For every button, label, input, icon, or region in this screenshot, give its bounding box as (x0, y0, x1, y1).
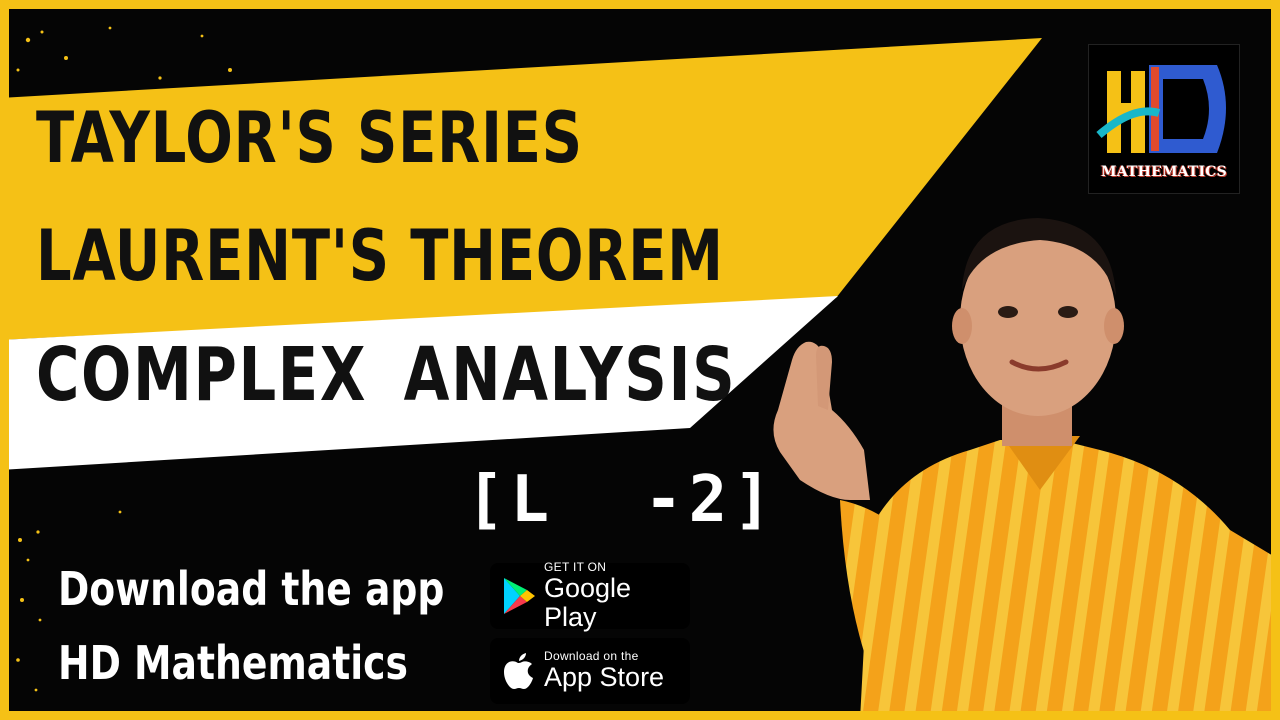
yellow-band (0, 38, 1042, 340)
play-triangle-icon (504, 578, 535, 614)
logo-wordmark: MATHEMATICS (1101, 164, 1227, 180)
promo-line-2: HD Mathematics (58, 636, 408, 690)
promo-line-1: Download the app (58, 562, 445, 616)
hd-mathematics-logo: MATHEMATICS (1088, 44, 1240, 194)
app-store-small-text: Download on the (544, 649, 639, 664)
google-play-big-text: Google Play (544, 573, 632, 632)
hd-monogram-icon (1096, 65, 1226, 153)
headline-line-3: COMPLEX ANALYSIS (36, 332, 737, 418)
google-play-badge[interactable]: GET IT ON Google Play (490, 560, 690, 632)
presenter-photo (773, 218, 1280, 720)
lecture-number-label: [L -2] (466, 463, 778, 537)
app-store-badge[interactable]: Download on the App Store (490, 638, 690, 704)
google-play-small-text: GET IT ON (544, 560, 607, 575)
headline-line-2: LAURENT'S THEOREM (36, 215, 724, 297)
headline-line-1: TAYLOR'S SERIES (36, 97, 583, 179)
apple-icon (504, 653, 533, 689)
app-store-big-text: App Store (544, 662, 665, 693)
white-band (0, 296, 838, 470)
